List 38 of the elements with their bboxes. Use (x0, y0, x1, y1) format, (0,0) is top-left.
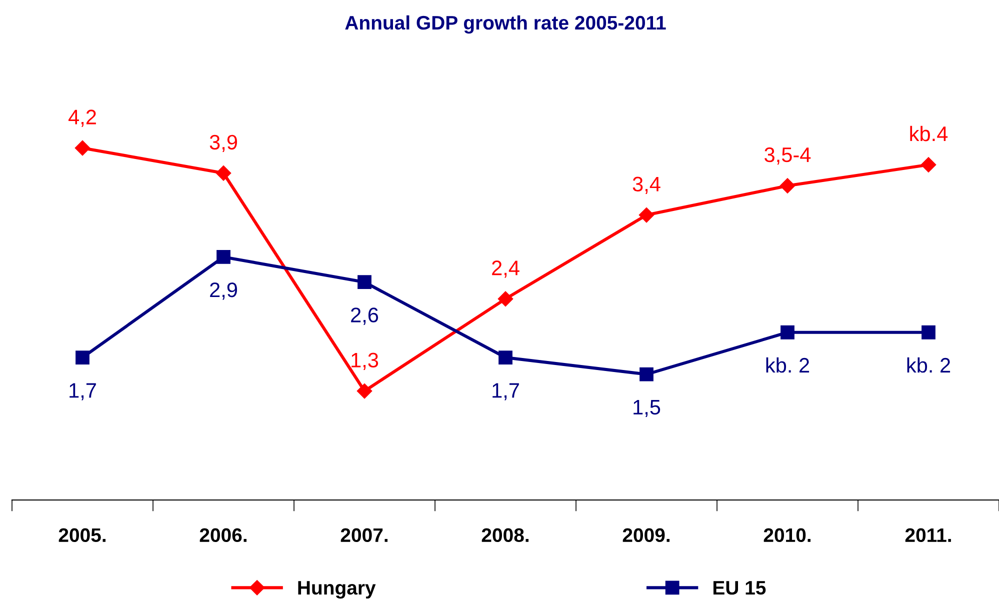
x-tick-label: 2008. (482, 528, 528, 542)
chart-title: Annual GDP growth rate 2005-2011 (345, 15, 666, 34)
point (356, 383, 372, 399)
point (780, 178, 796, 194)
x-tick-label: 2007. (340, 528, 388, 542)
legend-label: Hungary (298, 581, 376, 599)
point (638, 207, 654, 223)
point (640, 367, 654, 382)
x-tick-label: 2006. (200, 528, 246, 542)
data-label: 2,6 (351, 308, 378, 325)
point (922, 325, 936, 340)
point (920, 157, 936, 172)
point (498, 291, 514, 306)
legend-label: EU 15 (713, 581, 766, 595)
x-tick-label: 2011. (905, 528, 951, 542)
x-tick-label: 2005. (58, 528, 106, 542)
data-label: 3,4 (632, 176, 660, 194)
point (216, 250, 230, 264)
point (76, 350, 90, 364)
data-label: kb. 2 (766, 357, 810, 373)
point (216, 166, 232, 181)
point (780, 325, 794, 340)
data-label: 2,4 (492, 260, 520, 278)
data-label: 4,2 (68, 110, 96, 127)
data-label: 3,9 (210, 134, 237, 152)
x-tick-label: 2009. (622, 528, 670, 542)
point (498, 350, 512, 364)
data-label: 1,5 (634, 400, 660, 418)
data-label: kb. 2 (907, 357, 950, 373)
data-label: 2,9 (210, 282, 237, 300)
point (74, 140, 90, 156)
data-label: kb.4 (910, 126, 948, 142)
data-label: 1,7 (70, 383, 96, 400)
data-label: 3,5-4 (764, 147, 811, 165)
data-label: 1,7 (492, 383, 519, 400)
point (358, 275, 372, 290)
data-label: 1,3 (352, 352, 378, 370)
x-tick-label: 2010. (764, 528, 810, 542)
